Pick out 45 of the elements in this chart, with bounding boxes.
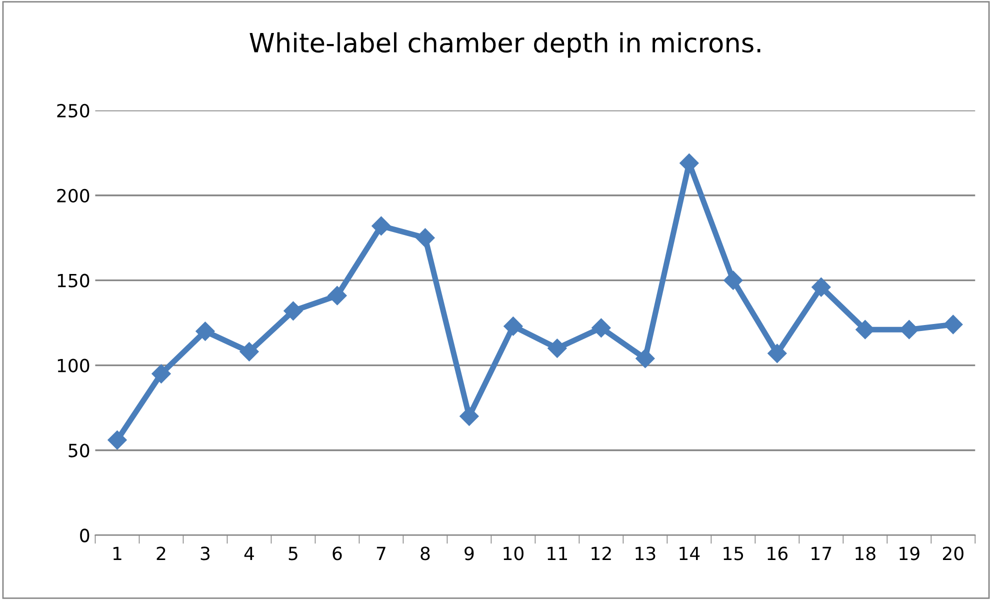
y-tick-label: 100 — [58, 358, 90, 372]
x-tick-label: 20 — [942, 546, 964, 560]
x-tick-label: 17 — [812, 546, 832, 560]
point — [592, 318, 611, 338]
x-tick-label: 1 — [113, 546, 122, 560]
x-tick-label: 5 — [288, 546, 298, 560]
point — [636, 348, 655, 368]
point — [768, 344, 787, 363]
point — [548, 338, 567, 358]
chart-title: White-label chamber depth in microns. — [250, 32, 760, 58]
x-tick-label: 11 — [548, 546, 567, 560]
x-tick-label: 8 — [420, 546, 430, 560]
y-tick-label: 200 — [57, 188, 90, 202]
x-tick-label: 4 — [244, 546, 254, 560]
point — [196, 322, 215, 341]
x-tick-label: 15 — [724, 546, 744, 560]
x-tick-label: 13 — [636, 546, 656, 560]
y-tick-label: 250 — [57, 104, 90, 118]
x-tick-label: 3 — [200, 546, 210, 560]
y-tick-label: 150 — [58, 274, 90, 288]
point — [460, 406, 479, 426]
point — [108, 430, 127, 450]
x-tick-label: 16 — [768, 546, 788, 560]
point — [900, 320, 919, 340]
point — [944, 314, 963, 334]
y-tick-label: 0 — [80, 528, 90, 542]
x-tick-label: 6 — [332, 546, 342, 560]
point — [724, 270, 743, 290]
y-tick-label: 50 — [68, 444, 90, 458]
point — [152, 364, 171, 384]
point — [416, 228, 435, 248]
x-tick-label: 18 — [856, 546, 876, 560]
x-tick-label: 12 — [592, 546, 611, 560]
point — [284, 301, 303, 320]
point — [328, 286, 347, 306]
x-tick-label: 19 — [900, 546, 920, 560]
point — [504, 316, 523, 336]
x-tick-label: 9 — [464, 546, 474, 560]
x-tick-label: 2 — [156, 546, 166, 560]
x-tick-label: 7 — [376, 546, 386, 560]
point — [372, 216, 391, 236]
x-tick-label: 14 — [680, 546, 700, 560]
point — [240, 342, 259, 362]
point — [812, 278, 831, 297]
x-tick-label: 10 — [504, 546, 524, 560]
